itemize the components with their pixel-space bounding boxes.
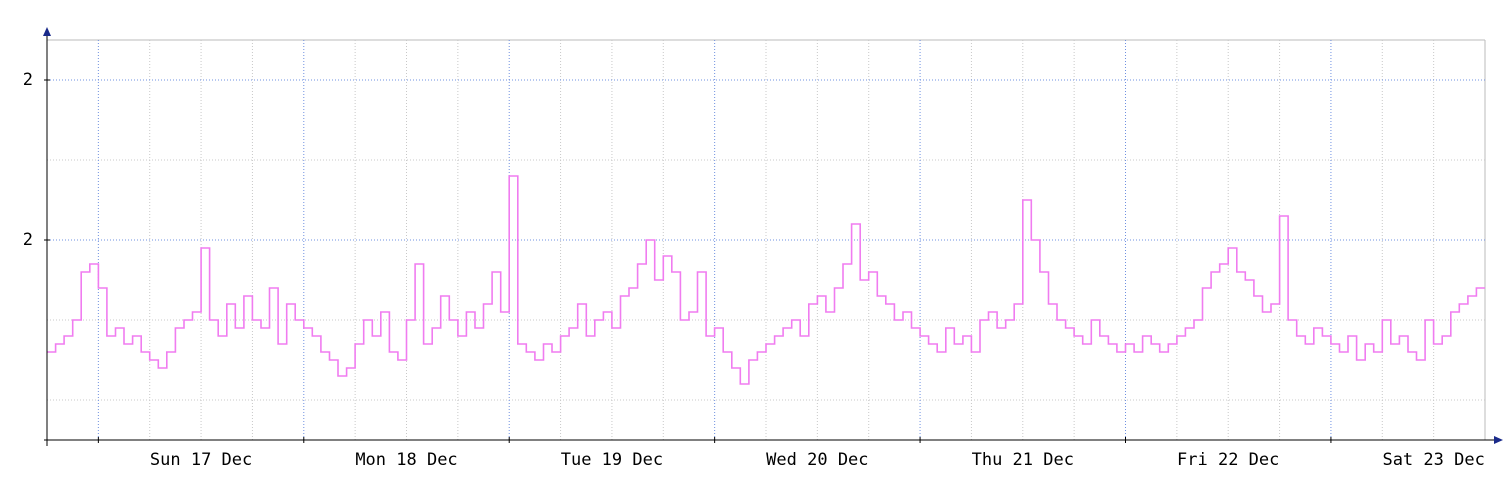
x-tick-label: Thu 21 Dec bbox=[972, 450, 1074, 470]
y-axis-arrow bbox=[43, 27, 51, 36]
data-line bbox=[47, 175, 1485, 385]
x-tick-label: Sun 17 Dec bbox=[150, 450, 252, 470]
x-tick-label: Sat 23 Dec bbox=[1382, 450, 1484, 470]
y-tick-label: 2 bbox=[23, 70, 33, 90]
x-axis-arrow bbox=[1494, 436, 1503, 444]
x-tick-label: Fri 22 Dec bbox=[1177, 450, 1279, 470]
x-tick-label: Wed 20 Dec bbox=[766, 450, 868, 470]
y-tick-label: 2 bbox=[23, 230, 33, 250]
x-tick-label: Mon 18 Dec bbox=[355, 450, 457, 470]
x-tick-label: Tue 19 Dec bbox=[561, 450, 663, 470]
